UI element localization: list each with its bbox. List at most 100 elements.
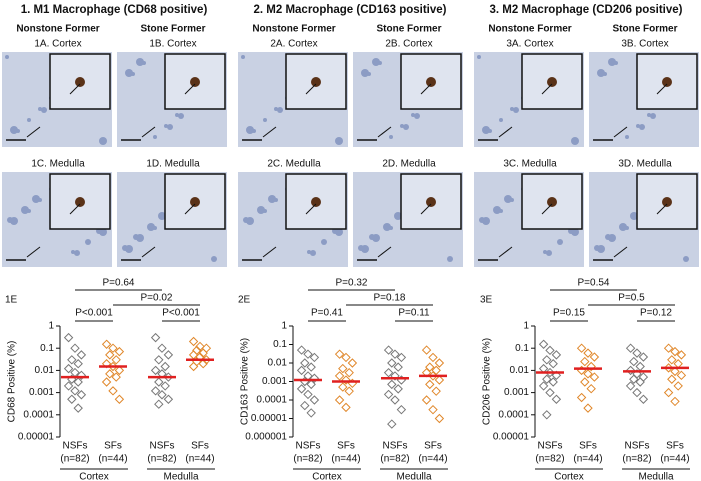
arrow <box>377 126 392 138</box>
data-point <box>625 343 636 353</box>
group-name: SFs <box>104 441 122 452</box>
arrow <box>184 83 196 95</box>
data-point <box>673 381 683 391</box>
data-point <box>195 341 205 352</box>
data-point <box>589 352 600 362</box>
data-point <box>576 392 587 403</box>
data-point <box>201 355 212 365</box>
stained-cell <box>75 77 85 87</box>
y-axis-label: CD206 Positive (%) <box>482 338 493 425</box>
cell <box>619 223 627 231</box>
data-point <box>635 361 645 372</box>
data-point <box>425 362 435 372</box>
cell <box>167 124 173 130</box>
cell <box>683 256 689 262</box>
section-title: 2. M2 Macrophage (CD163 positive) <box>254 4 447 16</box>
cell <box>38 107 42 111</box>
cell <box>477 55 481 59</box>
panel-label: 1C. Medulla <box>31 159 85 170</box>
p-value: P=0.5 <box>618 293 645 304</box>
data-point <box>383 345 394 355</box>
region-name: Medulla <box>638 472 673 481</box>
group-n: (n=44) <box>331 454 360 465</box>
cell <box>372 58 380 66</box>
group-name: SFs <box>579 441 597 452</box>
region-name: Medulla <box>163 472 198 481</box>
data-point <box>108 343 118 353</box>
data-point <box>111 355 121 365</box>
cell <box>158 212 166 220</box>
region-name: Cortex <box>312 472 341 481</box>
data-point <box>663 343 674 353</box>
y-tick-label: 0.1 <box>515 343 529 354</box>
data-point <box>76 390 87 400</box>
arrow <box>141 246 156 258</box>
arrow <box>26 126 41 138</box>
cell <box>307 250 311 254</box>
cell <box>246 126 254 134</box>
panel-label: 2B. Cortex <box>385 39 432 50</box>
group-n: (n=44) <box>98 454 127 465</box>
data-point <box>341 402 351 413</box>
cell <box>650 113 656 119</box>
arrow <box>541 203 553 215</box>
y-tick-label: 0.000001 <box>245 432 287 443</box>
group-n: (n=44) <box>185 454 214 465</box>
data-point <box>114 346 125 357</box>
stained-cell <box>547 197 557 207</box>
data-point <box>551 350 562 360</box>
data-point <box>589 372 600 382</box>
panel-label: 1D. Medulla <box>146 159 200 170</box>
data-point <box>341 375 351 385</box>
data-point <box>431 365 441 376</box>
panel-label: 2E <box>238 295 251 306</box>
cell <box>400 124 404 128</box>
data-point <box>198 359 208 369</box>
region-name: Cortex <box>79 472 108 481</box>
cell <box>164 124 168 128</box>
data-point <box>163 372 174 382</box>
arrow <box>541 83 553 95</box>
cell <box>335 137 343 145</box>
data-point <box>334 349 345 359</box>
y-tick-label: 0.01 <box>268 358 288 369</box>
data-point <box>632 387 642 398</box>
cell <box>504 195 512 203</box>
cell <box>510 107 514 111</box>
data-point <box>629 374 639 384</box>
data-point <box>393 362 403 372</box>
stained-cell <box>311 197 321 207</box>
data-point <box>421 345 432 355</box>
data-point <box>160 381 170 391</box>
group-name: SFs <box>191 441 209 452</box>
cell <box>605 234 611 240</box>
arrow <box>184 203 196 215</box>
data-point <box>114 365 125 376</box>
data-point <box>101 339 112 349</box>
data-point <box>670 366 680 377</box>
cell <box>594 245 600 251</box>
data-point <box>542 355 552 365</box>
region-name: Medulla <box>396 472 431 481</box>
y-axis-label: CD163 Positive (%) <box>240 338 251 425</box>
stained-cell <box>311 77 321 87</box>
cell <box>557 239 563 245</box>
arrow <box>498 126 513 138</box>
cell <box>153 135 157 139</box>
cell <box>99 137 107 145</box>
data-point <box>300 400 310 411</box>
data-point <box>341 352 351 363</box>
panel-label: 1B. Cortex <box>149 39 196 50</box>
data-point <box>676 350 687 360</box>
group-name: NSFs <box>296 441 321 452</box>
cell <box>411 113 415 117</box>
y-tick-label: 0.1 <box>273 339 287 350</box>
arrow <box>141 126 156 138</box>
y-tick-label: 0.01 <box>510 365 530 376</box>
data-point <box>638 352 649 362</box>
data-point <box>670 346 680 357</box>
cell <box>136 58 144 66</box>
panel-label: 3D. Medulla <box>618 159 672 170</box>
cell <box>32 195 40 203</box>
